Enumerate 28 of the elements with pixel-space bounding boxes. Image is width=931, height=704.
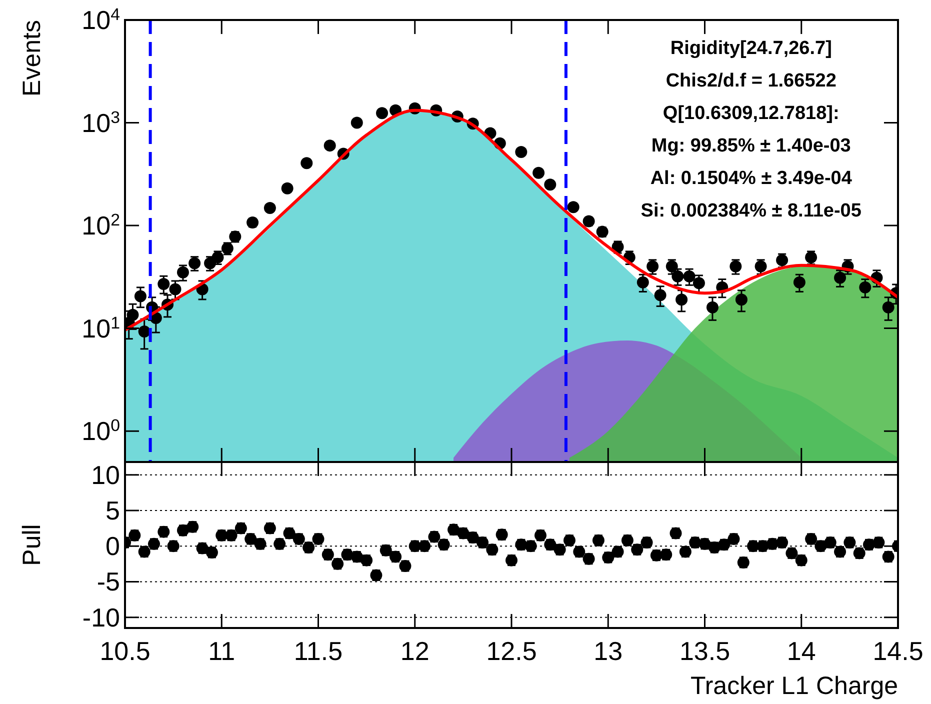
x-tick-label: 12: [400, 636, 430, 666]
y-tick-label: 10$^{3}$: [82, 107, 120, 138]
x-tick-label: 14.5: [872, 636, 924, 666]
annotation: Al: 0.1504% ± 3.49e-04: [650, 168, 852, 189]
y-axis-title: Events: [18, 20, 46, 96]
y-tick-label: -10: [82, 602, 120, 632]
x-tick-label: 11: [208, 636, 236, 666]
annotation: Rigidity[24.7,26.7]: [670, 38, 832, 59]
y-tick-label: 10$^{2}$: [82, 210, 120, 241]
x-tick-label: 13.5: [679, 636, 730, 666]
annotation: Mg: 99.85% ± 1.40e-03: [651, 136, 851, 156]
y-tick-label: 5: [106, 495, 120, 526]
x-tick-label: 13: [594, 636, 623, 666]
y-tick-label: -5: [96, 566, 120, 597]
y-tick-label: 0: [106, 531, 120, 562]
y-axis-title: Pull: [18, 524, 46, 566]
y-tick-label: 10: [91, 460, 120, 490]
x-axis-title: Tracker L1 Charge: [690, 672, 898, 700]
x-tick-label: 12.5: [486, 636, 537, 666]
y-tick-label: 10$^{0}$: [82, 416, 120, 446]
x-tick-label: 11.5: [294, 636, 343, 666]
x-tick-label: 10.5: [100, 636, 150, 666]
y-tick-label: 10$^{1}$: [82, 312, 120, 344]
y-tick-label: 10$^{4}$: [82, 4, 120, 35]
annotation: Si: 0.002384% ± 8.11e-05: [640, 200, 862, 222]
annotation: Q[10.6309,12.7818]:: [662, 103, 840, 124]
annotation: Chis2/d.f = 1.66522: [666, 70, 836, 92]
x-tick-label: 14: [786, 636, 816, 666]
